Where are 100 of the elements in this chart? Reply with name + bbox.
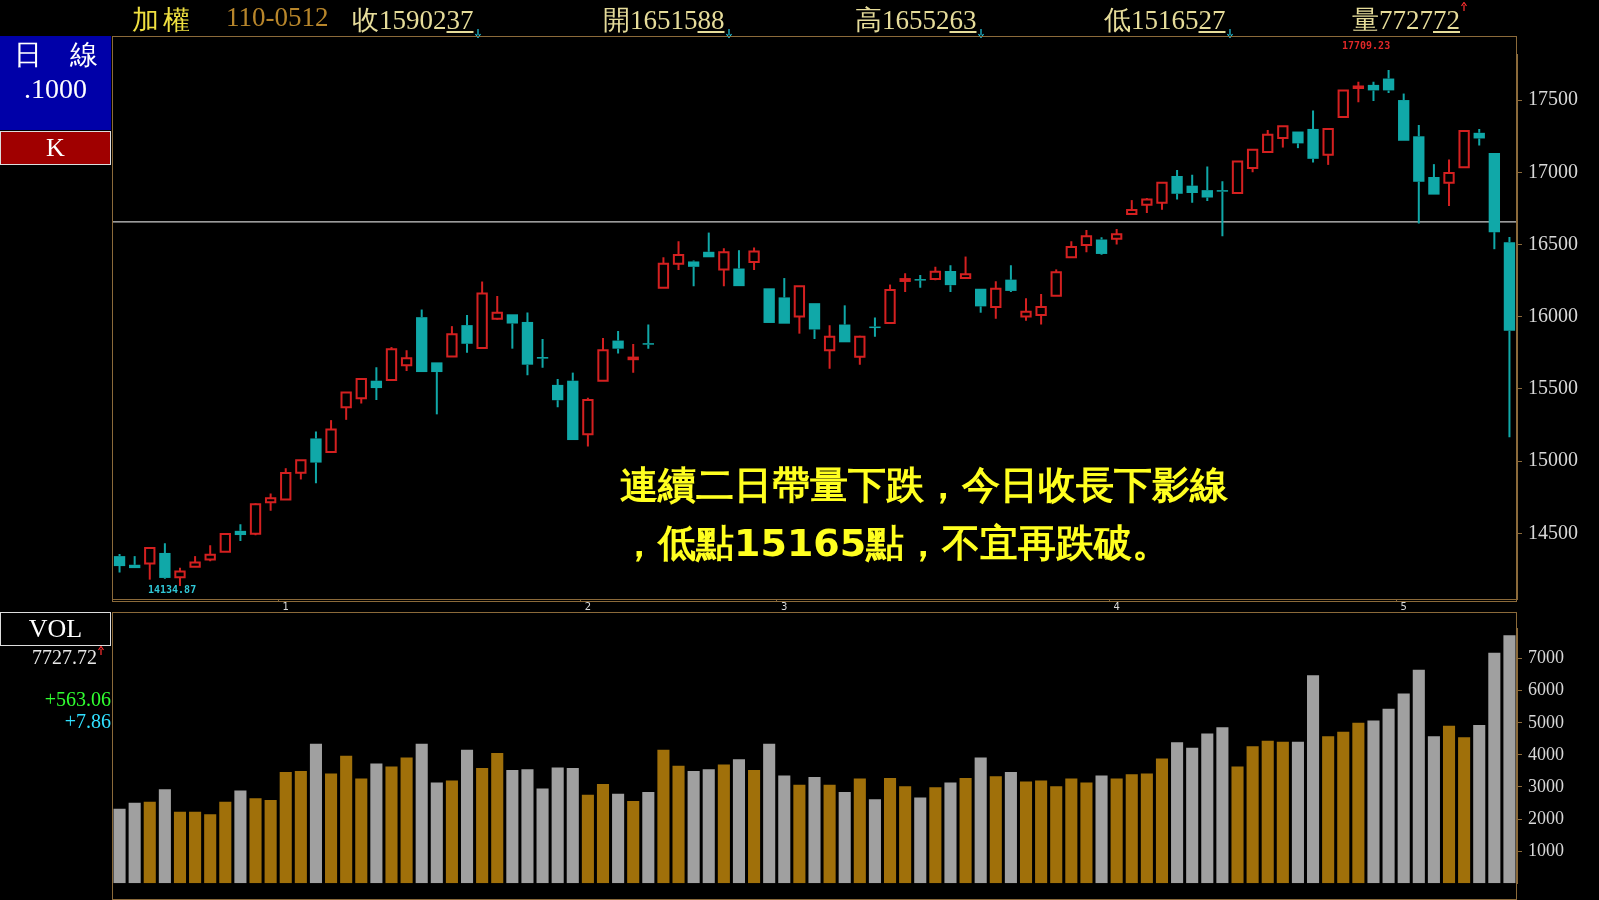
x-tick-label: 1 bbox=[282, 600, 289, 612]
candlestick bbox=[431, 362, 443, 416]
candlestick bbox=[1503, 235, 1516, 439]
bar bbox=[642, 792, 655, 884]
y-tick-label: 16000 bbox=[1528, 304, 1578, 326]
bar bbox=[204, 814, 217, 884]
annotation: 14134.87 bbox=[148, 584, 197, 595]
bar bbox=[1065, 778, 1078, 884]
bar bbox=[370, 763, 383, 884]
candlestick bbox=[778, 277, 790, 324]
bar bbox=[1276, 741, 1289, 884]
candlestick bbox=[733, 249, 745, 287]
y-tick-label: 4000 bbox=[1528, 743, 1564, 764]
text: 低1516527 bbox=[1104, 4, 1227, 37]
text: 開1651588 bbox=[603, 4, 726, 37]
bar bbox=[1186, 747, 1199, 884]
y-tick-label: 15000 bbox=[1528, 448, 1578, 471]
bar bbox=[279, 771, 292, 884]
y-tick-label: 3000 bbox=[1528, 775, 1564, 796]
bar bbox=[823, 784, 836, 884]
candlestick bbox=[567, 371, 579, 441]
bar bbox=[1019, 781, 1033, 884]
candlestick bbox=[521, 311, 534, 377]
candlestick bbox=[839, 304, 851, 343]
candlestick bbox=[1216, 180, 1229, 238]
candlestick bbox=[1035, 293, 1047, 326]
bar bbox=[476, 768, 489, 884]
candlestick bbox=[1292, 131, 1304, 150]
bar bbox=[914, 797, 927, 884]
candlestick bbox=[642, 323, 654, 350]
bar bbox=[1473, 725, 1486, 884]
candlestick bbox=[944, 264, 957, 293]
y-tick-label: 17500 bbox=[1528, 87, 1578, 110]
text: 權 bbox=[163, 4, 190, 37]
candlestick bbox=[1352, 80, 1365, 104]
bar bbox=[1382, 708, 1395, 884]
candlestick bbox=[1095, 236, 1108, 254]
candlestick bbox=[189, 555, 201, 568]
candlestick bbox=[914, 273, 926, 289]
text: .1000 bbox=[23, 72, 88, 106]
bar bbox=[1337, 731, 1350, 884]
candlestick bbox=[793, 285, 806, 335]
bar bbox=[1125, 774, 1138, 884]
bar bbox=[325, 773, 338, 884]
bar bbox=[143, 801, 156, 884]
text: 量772772 bbox=[1352, 4, 1461, 37]
text: +563.06 bbox=[44, 688, 111, 711]
candlestick bbox=[718, 247, 730, 288]
bar bbox=[445, 780, 458, 884]
candlestick bbox=[144, 546, 156, 581]
bar bbox=[1095, 775, 1108, 884]
text: 7727.72 bbox=[32, 646, 98, 669]
bar bbox=[868, 799, 881, 884]
bar bbox=[929, 787, 942, 884]
bar bbox=[400, 757, 413, 884]
y-tick-label: 6000 bbox=[1528, 679, 1564, 700]
text: 110-0512 bbox=[226, 2, 329, 33]
bar bbox=[853, 778, 866, 884]
y-tick-label: 7000 bbox=[1528, 647, 1564, 668]
candlestick bbox=[552, 378, 564, 409]
bar bbox=[717, 764, 730, 884]
bar bbox=[1397, 693, 1410, 884]
x-tick-label: 5 bbox=[1400, 600, 1407, 612]
bar bbox=[1367, 720, 1380, 884]
annotation: 連續二日帶量下跌，今日收長下影線，低點15165點，不宜再跌破。 bbox=[620, 462, 1229, 567]
candlestick bbox=[1413, 124, 1425, 225]
bar bbox=[944, 782, 957, 884]
candlestick bbox=[1171, 168, 1183, 201]
bar bbox=[808, 777, 821, 884]
candlestick bbox=[461, 313, 473, 354]
bar bbox=[189, 811, 202, 884]
bar bbox=[1080, 782, 1093, 884]
bar bbox=[415, 743, 428, 884]
bar bbox=[491, 752, 504, 884]
candlestick bbox=[476, 280, 488, 349]
bar bbox=[778, 775, 791, 884]
candlestick bbox=[1277, 125, 1289, 149]
text: 日 線 bbox=[12, 38, 99, 72]
bar bbox=[1155, 758, 1169, 884]
bar bbox=[748, 769, 761, 884]
bar bbox=[309, 743, 322, 884]
bar bbox=[1231, 766, 1244, 884]
bar bbox=[521, 769, 534, 884]
bar bbox=[899, 786, 912, 884]
candlestick bbox=[325, 419, 337, 453]
bar bbox=[1503, 635, 1516, 884]
bar bbox=[793, 784, 806, 884]
text: 加 bbox=[132, 4, 159, 37]
bar bbox=[1216, 727, 1229, 884]
bar bbox=[1488, 652, 1501, 884]
bar bbox=[355, 778, 368, 884]
bar bbox=[158, 789, 171, 884]
bar bbox=[1352, 722, 1365, 884]
bar bbox=[1261, 740, 1274, 884]
y-tick-label: 16500 bbox=[1528, 231, 1578, 254]
bar bbox=[1322, 736, 1335, 884]
candlestick bbox=[340, 391, 352, 421]
y-tick-label: 14500 bbox=[1528, 520, 1578, 543]
bar bbox=[1171, 742, 1184, 884]
bar bbox=[234, 790, 247, 884]
